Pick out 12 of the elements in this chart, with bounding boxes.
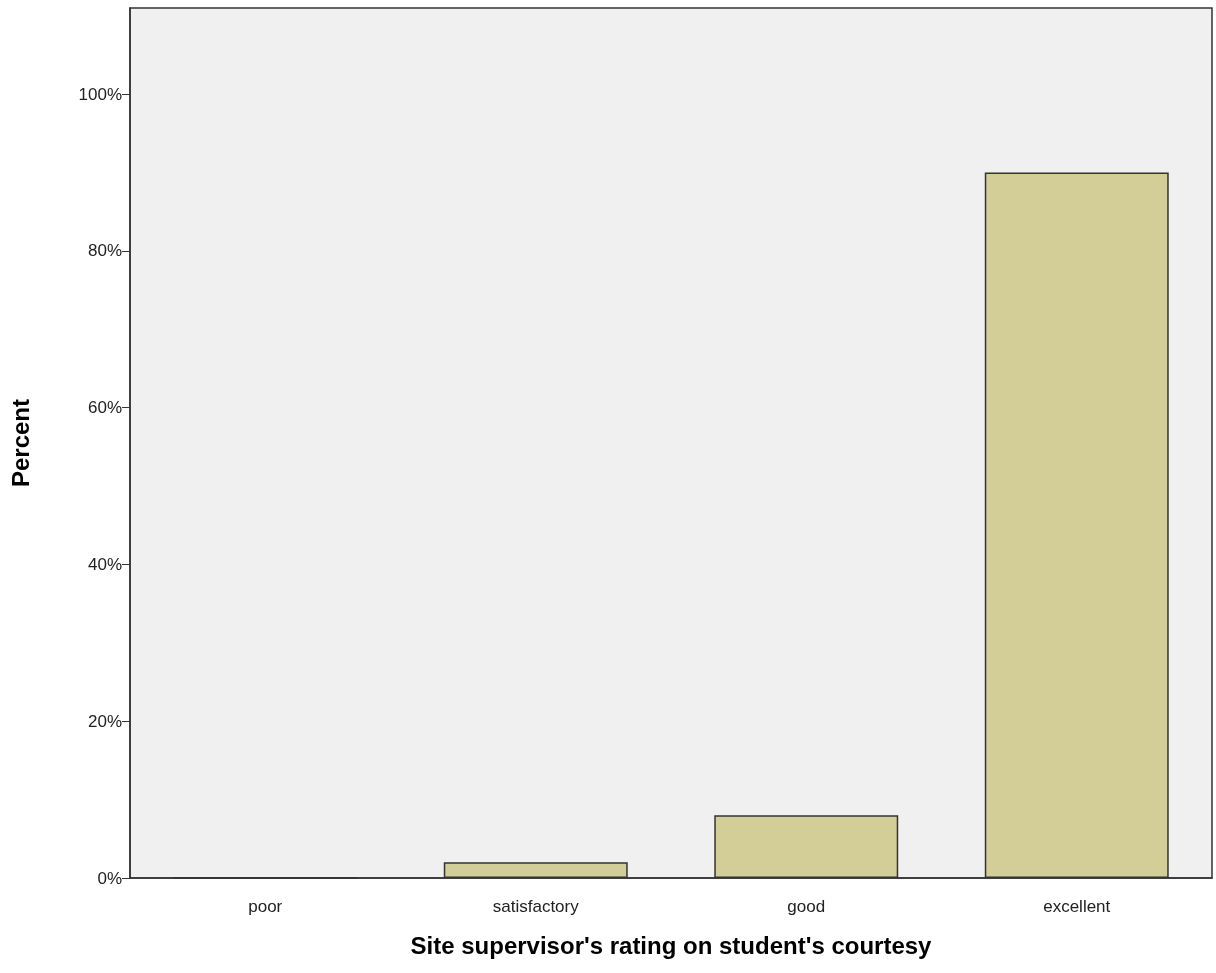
y-tick-label: 20%	[87, 711, 122, 731]
y-axis-title: Percent	[6, 398, 34, 488]
x-axis-title: Site supervisor's rating on student's courtesy	[410, 931, 933, 959]
x-tick-label: good	[787, 897, 826, 916]
y-tick-label: 100%	[78, 84, 122, 104]
y-tick-label: 80%	[87, 241, 122, 261]
x-tick-label: excellent	[1043, 897, 1111, 916]
x-tick-label: satisfactory	[492, 897, 580, 916]
y-tick-label: 40%	[87, 554, 122, 574]
x-tick-label: poor	[248, 897, 283, 916]
y-tick-label: 0%	[97, 868, 122, 888]
y-tick-label: 60%	[87, 398, 122, 418]
